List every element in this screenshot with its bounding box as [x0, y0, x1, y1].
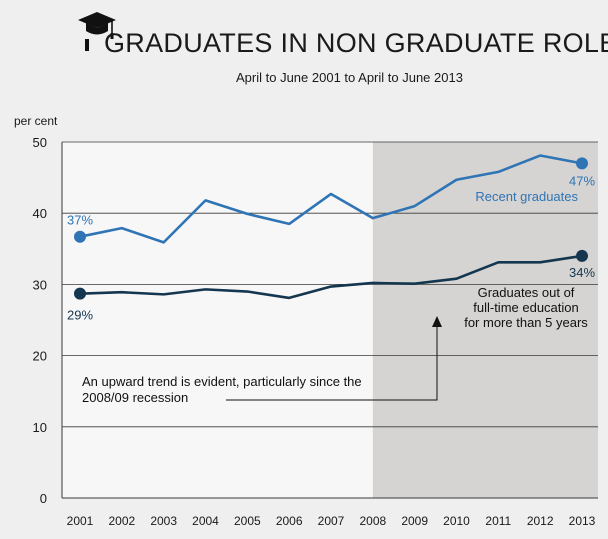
series-start-marker [74, 287, 86, 300]
annotation-text: An upward trend is evident, particularly… [82, 374, 362, 405]
x-tick-label: 2005 [234, 514, 261, 528]
x-tick-label: 2002 [108, 514, 135, 528]
x-tick-label: 2009 [401, 514, 428, 528]
y-tick-label: 0 [40, 491, 47, 506]
y-tick-label: 50 [33, 135, 47, 150]
series-name-line: full-time education [473, 300, 579, 315]
graduation-cap-icon [78, 12, 116, 51]
y-tick-label: 40 [33, 206, 47, 221]
x-tick-label: 2007 [318, 514, 345, 528]
y-axis-label: per cent [14, 114, 58, 128]
x-tick-label: 2012 [527, 514, 554, 528]
series-line [79, 254, 583, 300]
data-label: 37% [67, 213, 93, 228]
annotation-arrow-line [226, 326, 438, 401]
x-tick-label: 2013 [569, 514, 596, 528]
data-label: 29% [67, 308, 93, 323]
annotation-arrowhead [432, 316, 442, 327]
series-end-marker [576, 157, 588, 170]
series-start-marker [74, 230, 86, 243]
series-end-marker [576, 249, 588, 262]
x-tick-label: 2010 [443, 514, 470, 528]
x-tick-label: 2003 [150, 514, 177, 528]
annotation-line: An upward trend is evident, particularly… [82, 374, 362, 389]
x-tick-label: 2006 [276, 514, 303, 528]
chart-title: GRADUATES IN NON GRADUATE ROLES [104, 28, 608, 58]
x-tick-label: 2011 [485, 514, 511, 528]
series-name-line: for more than 5 years [464, 315, 588, 330]
y-tick-label: 20 [33, 349, 47, 364]
annotation-line: 2008/09 recession [82, 390, 188, 405]
data-label: 34% [569, 265, 595, 280]
series-line [79, 154, 583, 244]
data-label: 47% [569, 173, 595, 188]
x-tick-label: 2008 [359, 514, 386, 528]
series-name-label: Graduates out of full-time education for m… [464, 285, 588, 330]
chart-subtitle: April to June 2001 to April to June 2013 [236, 70, 463, 85]
y-tick-label: 10 [33, 420, 47, 435]
series-name-label: Recent graduates [475, 189, 578, 204]
x-tick-label: 2001 [67, 514, 94, 528]
shaded-region [372, 142, 598, 498]
y-tick-label: 30 [33, 277, 47, 292]
series-name-line: Graduates out of [478, 285, 575, 300]
x-tick-label: 2004 [192, 514, 219, 528]
